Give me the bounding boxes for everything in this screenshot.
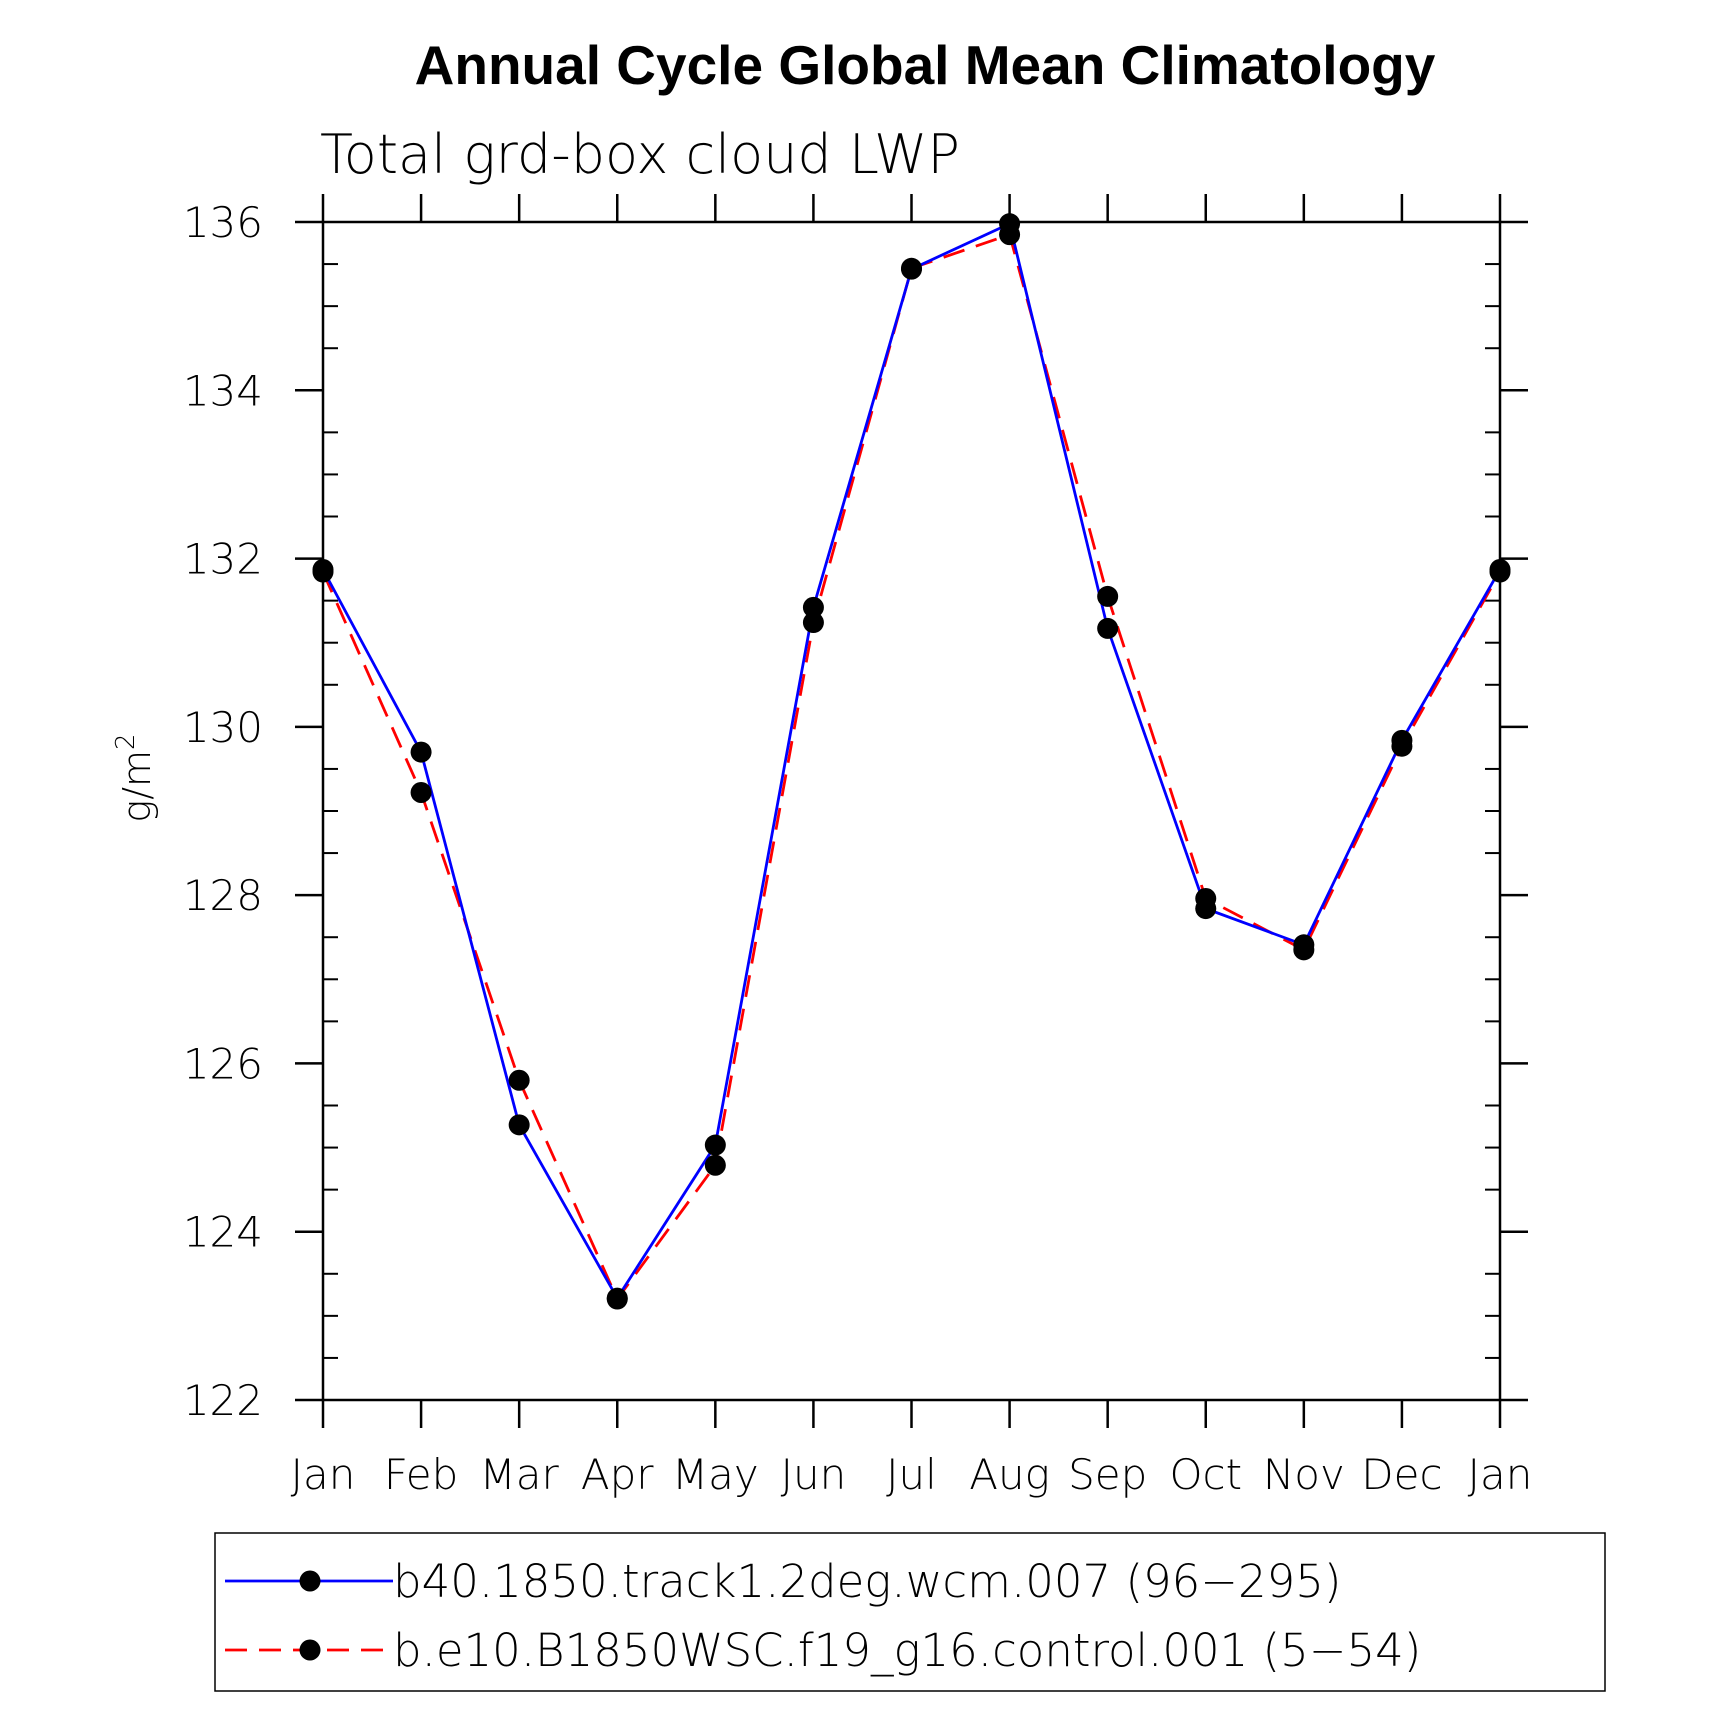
x-tick-label: Sep xyxy=(1068,1450,1147,1499)
x-tick-label: Aug xyxy=(969,1450,1050,1499)
y-tick-label: 132 xyxy=(183,535,263,584)
legend-marker-1 xyxy=(299,1570,321,1592)
x-tick-label: Apr xyxy=(581,1450,654,1499)
legend-box xyxy=(214,1532,1606,1692)
x-tick-label: Mar xyxy=(480,1450,560,1499)
legend-label-1: b40.1850.track1.2deg.wcm.007 (96−295) xyxy=(393,1555,1341,1608)
series-layer xyxy=(312,213,1511,1310)
x-tick-label: Oct xyxy=(1169,1450,1242,1499)
series-2-point xyxy=(1391,735,1413,757)
y-axis-label-text: g/m xyxy=(115,750,159,823)
x-tick-label: Jan xyxy=(1468,1450,1533,1499)
series-2-point xyxy=(1489,561,1511,583)
svg-text:g/m2: g/m2 xyxy=(111,733,159,822)
y-tick-label: 134 xyxy=(183,366,263,415)
series-2-point xyxy=(901,257,922,279)
series-2-point xyxy=(999,224,1021,246)
series-2-point xyxy=(802,612,824,634)
y-axis-label-superscript: 2 xyxy=(111,733,141,750)
series-2-point xyxy=(410,781,432,803)
series-2-point xyxy=(312,561,334,583)
series-2-point xyxy=(606,1288,628,1310)
y-axis-label: g/m2 xyxy=(111,733,159,822)
legend-marker-2 xyxy=(299,1639,321,1661)
x-tick-label: Dec xyxy=(1361,1450,1442,1499)
x-tick-label: Feb xyxy=(384,1450,458,1499)
plot-area: 122 124 126 128 130 132 134 136 Jan Feb Mar Apr May J… xyxy=(183,194,1533,1499)
x-tick-label: Jan xyxy=(291,1450,356,1499)
x-tick-label: Jun xyxy=(781,1450,847,1499)
y-tick-label: 136 xyxy=(183,198,263,247)
series-1-point xyxy=(508,1114,530,1136)
series-2-point xyxy=(508,1069,530,1091)
legend-label-2: b.e10.B1850WSC.f19_g16.control.001 (5−54… xyxy=(393,1624,1421,1677)
series-line-2 xyxy=(321,232,1502,1302)
plot-frame xyxy=(321,220,1502,1402)
series-line-1 xyxy=(321,221,1502,1301)
y-tick-label: 126 xyxy=(183,1039,263,1088)
y-tick-label: 130 xyxy=(183,703,263,752)
series-1-point xyxy=(1097,617,1119,639)
y-tick-label: 124 xyxy=(183,1208,263,1257)
series-2-point xyxy=(704,1154,726,1176)
series-2-point xyxy=(1097,585,1119,607)
series-2-point xyxy=(1293,939,1315,961)
y-tick-label: 122 xyxy=(183,1376,263,1425)
y-tick-label: 128 xyxy=(183,871,263,920)
x-tick-label: Nov xyxy=(1263,1450,1345,1499)
series-2-point xyxy=(1195,888,1217,910)
series-1-point xyxy=(410,741,432,763)
series-1-point xyxy=(802,596,824,618)
chart-title: Annual Cycle Global Mean Climatology xyxy=(415,34,1436,96)
x-tick-label: May xyxy=(672,1450,759,1499)
series-1-point xyxy=(704,1134,726,1156)
chart-subtitle: Total grd-box cloud LWP xyxy=(320,123,960,186)
legend: b40.1850.track1.2deg.wcm.007 (96−295) b.e… xyxy=(214,1532,1606,1692)
x-tick-label: Jul xyxy=(886,1450,937,1499)
